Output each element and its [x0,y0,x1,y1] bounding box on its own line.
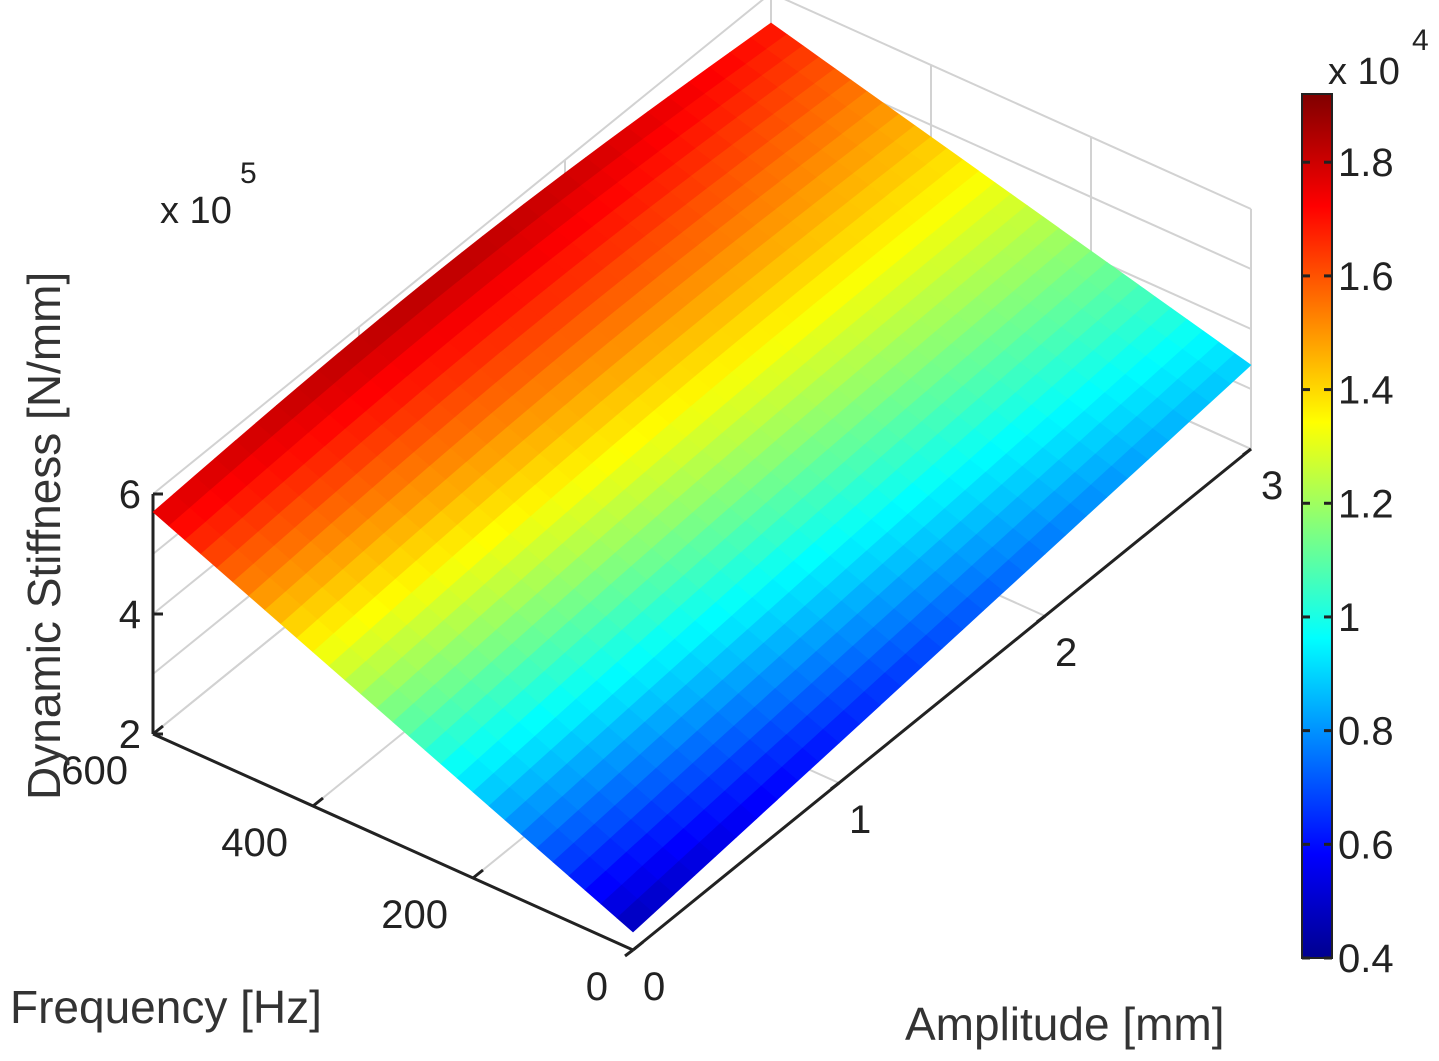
colorbar-tick-label: 1.2 [1338,482,1394,526]
colorbar-exponent-power: 4 [1412,24,1429,57]
x-tick-mark [1242,447,1252,457]
y-axis-line [152,732,634,952]
x-tick-label: 3 [1261,464,1283,508]
y-tick-label: 0 [586,965,608,1009]
x-tick-label: 0 [643,965,665,1009]
colorbar-tick-label: 0.4 [1338,937,1394,981]
colorbar-tick-label: 1.4 [1338,369,1394,413]
z-tick-label: 6 [119,473,141,517]
x-tick-mark [1036,614,1046,624]
x-axis-title: Amplitude [mm] [905,998,1225,1050]
z-axis-title: Dynamic Stiffness [N/mm] [18,272,70,800]
surface-patch [616,898,655,933]
colorbar-tick-label: 0.8 [1338,710,1394,754]
colorbar-exponent-base: x 10 [1328,51,1400,93]
colorbar-tick-label: 1 [1338,596,1360,640]
x-tick-label: 1 [849,798,871,842]
y-axis-title: Frequency [Hz] [10,981,322,1033]
y-tick-label: 200 [381,893,448,937]
x-tick-mark [830,781,840,791]
colorbar-tick-label: 0.6 [1338,823,1394,867]
colorbar [1301,93,1333,959]
x-tick-label: 2 [1055,631,1077,675]
colorbar-tick-label: 1.8 [1338,141,1394,185]
y-tick-label: 400 [221,821,288,865]
x-tick-mark [624,948,634,958]
y-tick-mark [472,868,484,880]
colorbar-tick-label: 1.6 [1338,255,1394,299]
z-exponent-base: x 10 [160,190,232,232]
y-tick-mark [312,796,324,808]
colorbar-ticks: 0.4 0.6 0.8 1 1.2 1.4 1.6 1.8 [1302,141,1394,981]
z-exponent-power: 5 [240,157,257,190]
z-tick-label: 4 [119,593,141,637]
surface-layer [152,22,1252,933]
y-tick-label: 600 [61,749,128,793]
grid-line [784,0,1252,210]
z-tick-label: 2 [119,713,141,757]
grid-line [152,0,764,495]
y-tick-mark [632,940,644,952]
x-axis-line [632,447,1252,952]
